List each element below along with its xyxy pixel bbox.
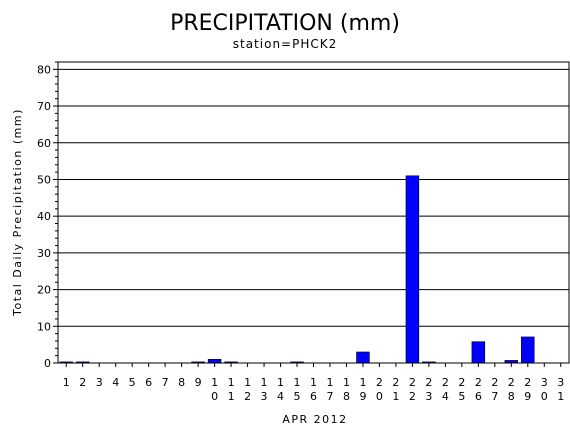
y-axis-label: Total Daily Precipitation (mm) [11, 108, 24, 317]
x-tick-label: 9 [195, 376, 202, 389]
x-tick-label: 7 [162, 376, 169, 389]
x-tick-label: 3 [96, 376, 103, 389]
x-axis-label: APR 2012 [282, 413, 347, 426]
y-tick-label: 0 [44, 357, 51, 370]
x-tick-label: 8 [178, 376, 185, 389]
grid-lines [58, 68, 569, 327]
y-tick-label: 20 [37, 284, 51, 297]
y-tick-label: 70 [37, 100, 51, 113]
x-axis-ticks: 1 2 3 4 5 6 7 8 9 1 01 11 21 31 41 51 61 71 81 92 02 12 22 32 42… [63, 363, 564, 403]
bar [207, 359, 222, 364]
chart-subtitle: station=PHCK2 [233, 37, 338, 51]
y-tick-label: 60 [37, 137, 51, 150]
bar [356, 351, 370, 364]
x-tick-label: 1 [63, 376, 70, 389]
y-tick-label: 50 [37, 173, 51, 186]
bars [59, 175, 535, 364]
bar [471, 341, 486, 364]
y-tick-label: 80 [37, 63, 51, 76]
plot-frame [57, 61, 570, 364]
y-axis-ticks: 0 10 20 30 40 50 60 70 80 [37, 61, 58, 370]
chart-title: PRECIPITATION (mm) [170, 11, 400, 36]
y-tick-label: 30 [37, 247, 51, 260]
bar [405, 175, 420, 364]
x-tick-label: 2 [79, 376, 86, 389]
bar [521, 336, 535, 364]
y-tick-label: 40 [37, 210, 51, 223]
x-tick-label: 4 [112, 376, 119, 389]
y-tick-label: 10 [37, 320, 51, 333]
x-tick-label: 6 [145, 376, 152, 389]
x-tick-label: 5 [129, 376, 136, 389]
